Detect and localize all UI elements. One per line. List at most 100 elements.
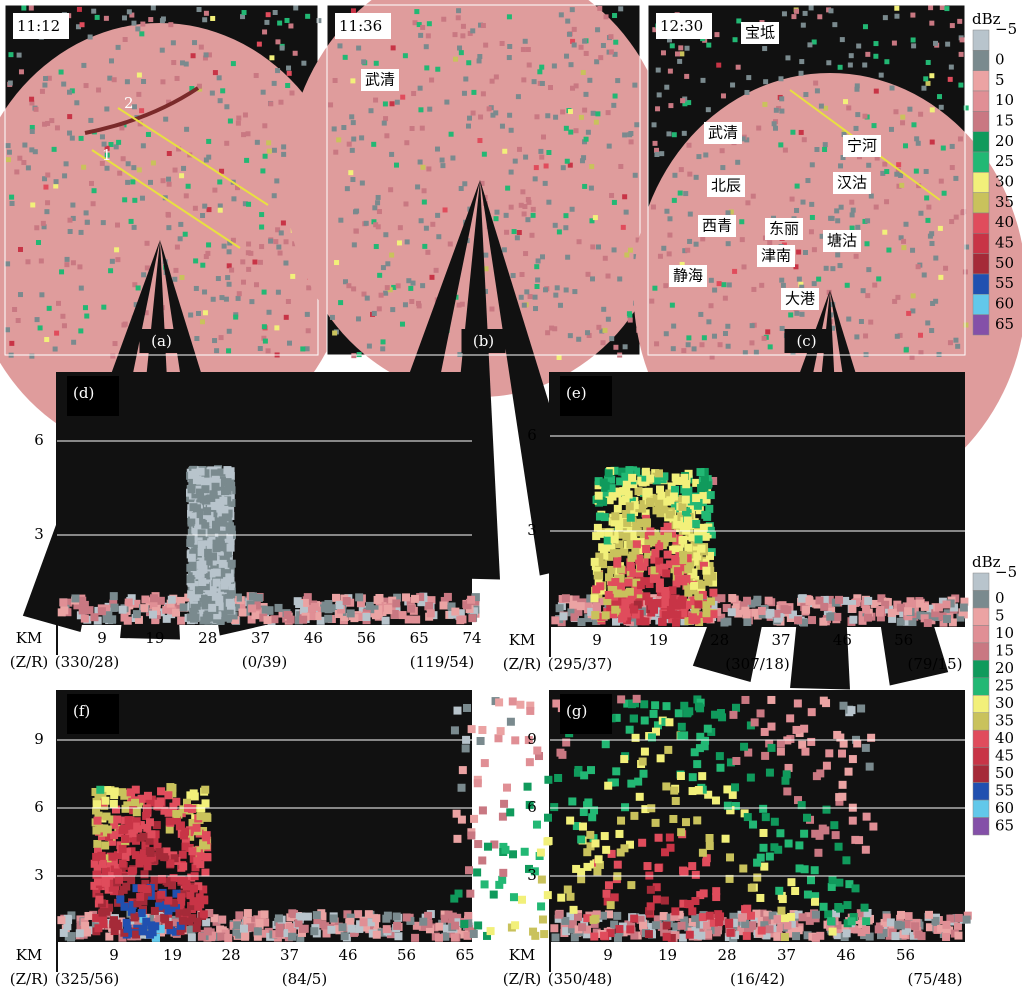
radar-cell (624, 252, 629, 257)
radar-cell (275, 68, 280, 73)
echo-cell (783, 921, 791, 929)
echo-cell (670, 787, 678, 795)
radar-cell (584, 137, 589, 142)
radar-cell (41, 221, 46, 226)
echo-cell (595, 492, 603, 500)
echo-cell (655, 469, 663, 477)
echo-cell (632, 523, 640, 531)
echo-cell (196, 477, 204, 485)
radar-cell (136, 92, 141, 97)
echo-cell (748, 884, 756, 892)
radar-cell (774, 108, 779, 113)
radar-cell (466, 124, 471, 129)
echo-cell (857, 704, 865, 712)
echo-cell (596, 582, 604, 590)
radar-cell (768, 344, 773, 349)
echo-cell (840, 740, 848, 748)
radar-cell (62, 173, 67, 178)
radar-cell (254, 282, 259, 287)
echo-cell (824, 910, 832, 918)
echo-cell (627, 881, 635, 889)
radar-cell (726, 241, 731, 246)
radar-cell (172, 277, 177, 282)
radar-cell (869, 194, 874, 199)
echo-cell (795, 841, 803, 849)
echo-cell (593, 867, 601, 875)
colorbar-cell (973, 213, 989, 233)
x-tick-label: 46 (833, 631, 852, 649)
radar-cell (275, 39, 280, 44)
radar-cell (347, 142, 352, 147)
radar-cell (281, 152, 286, 157)
radar-cell (608, 34, 613, 39)
radar-cell (933, 41, 938, 46)
radar-cell (537, 69, 542, 74)
echo-cell (591, 611, 599, 619)
echo-cell (614, 861, 622, 869)
radar-cell (553, 223, 558, 228)
echo-cell (679, 867, 687, 875)
echo-cell (93, 800, 101, 808)
radar-cell (570, 207, 575, 212)
radar-cell (266, 12, 271, 17)
radar-cell (231, 196, 236, 201)
echo-cell (690, 616, 698, 624)
radar-cell (39, 292, 44, 297)
echo-cell (203, 814, 211, 822)
radar-cell (422, 188, 427, 193)
echo-cell (862, 744, 870, 752)
echo-cell (633, 540, 641, 548)
radar-cell (824, 266, 829, 271)
radar-cell (526, 47, 531, 52)
radar-cell (229, 268, 234, 273)
echo-cell (102, 879, 110, 887)
radar-cell (284, 239, 289, 244)
radar-cell (178, 222, 183, 227)
radar-cell (44, 337, 49, 342)
echo-cell (833, 613, 841, 621)
echo-cell (463, 704, 471, 712)
radar-cell (377, 306, 382, 311)
radar-cell (796, 250, 801, 255)
echo-cell (655, 500, 663, 508)
echo-cell (760, 829, 768, 837)
radar-cell (834, 208, 839, 213)
radar-cell (505, 186, 510, 191)
radar-cell (714, 32, 719, 37)
radar-cell (92, 188, 97, 193)
radar-cell (687, 239, 692, 244)
echo-cell (716, 764, 724, 772)
radar-cell (141, 79, 146, 84)
colorbar-label: 55 (995, 274, 1014, 292)
echo-cell (544, 891, 552, 899)
echo-cell (299, 616, 307, 624)
x-tick-label: 19 (649, 631, 668, 649)
echo-cell (786, 714, 794, 722)
radar-cell (651, 204, 656, 209)
radar-cell (411, 91, 416, 96)
echo-cell (605, 529, 613, 537)
radar-cell (778, 76, 783, 81)
echo-cell (780, 605, 788, 613)
echo-cell (615, 830, 623, 838)
radar-cell (376, 195, 381, 200)
radar-cell (668, 69, 673, 74)
radar-cell (280, 46, 285, 51)
echo-cell (102, 797, 110, 805)
echo-cell (843, 929, 851, 937)
radar-cell (21, 160, 26, 165)
radar-cell (383, 232, 388, 237)
echo-cell (634, 778, 642, 786)
radar-cell (814, 147, 819, 152)
echo-cell (751, 718, 759, 726)
echo-cell (677, 772, 685, 780)
radar-cell (179, 275, 184, 280)
radar-cell (141, 272, 146, 277)
echo-cell (602, 846, 610, 854)
echo-cell (761, 752, 769, 760)
y-tick-label: 6 (527, 426, 537, 444)
echo-cell (838, 750, 846, 758)
echo-cell (481, 880, 489, 888)
echo-cell (444, 593, 452, 601)
radar-cell (17, 156, 22, 161)
